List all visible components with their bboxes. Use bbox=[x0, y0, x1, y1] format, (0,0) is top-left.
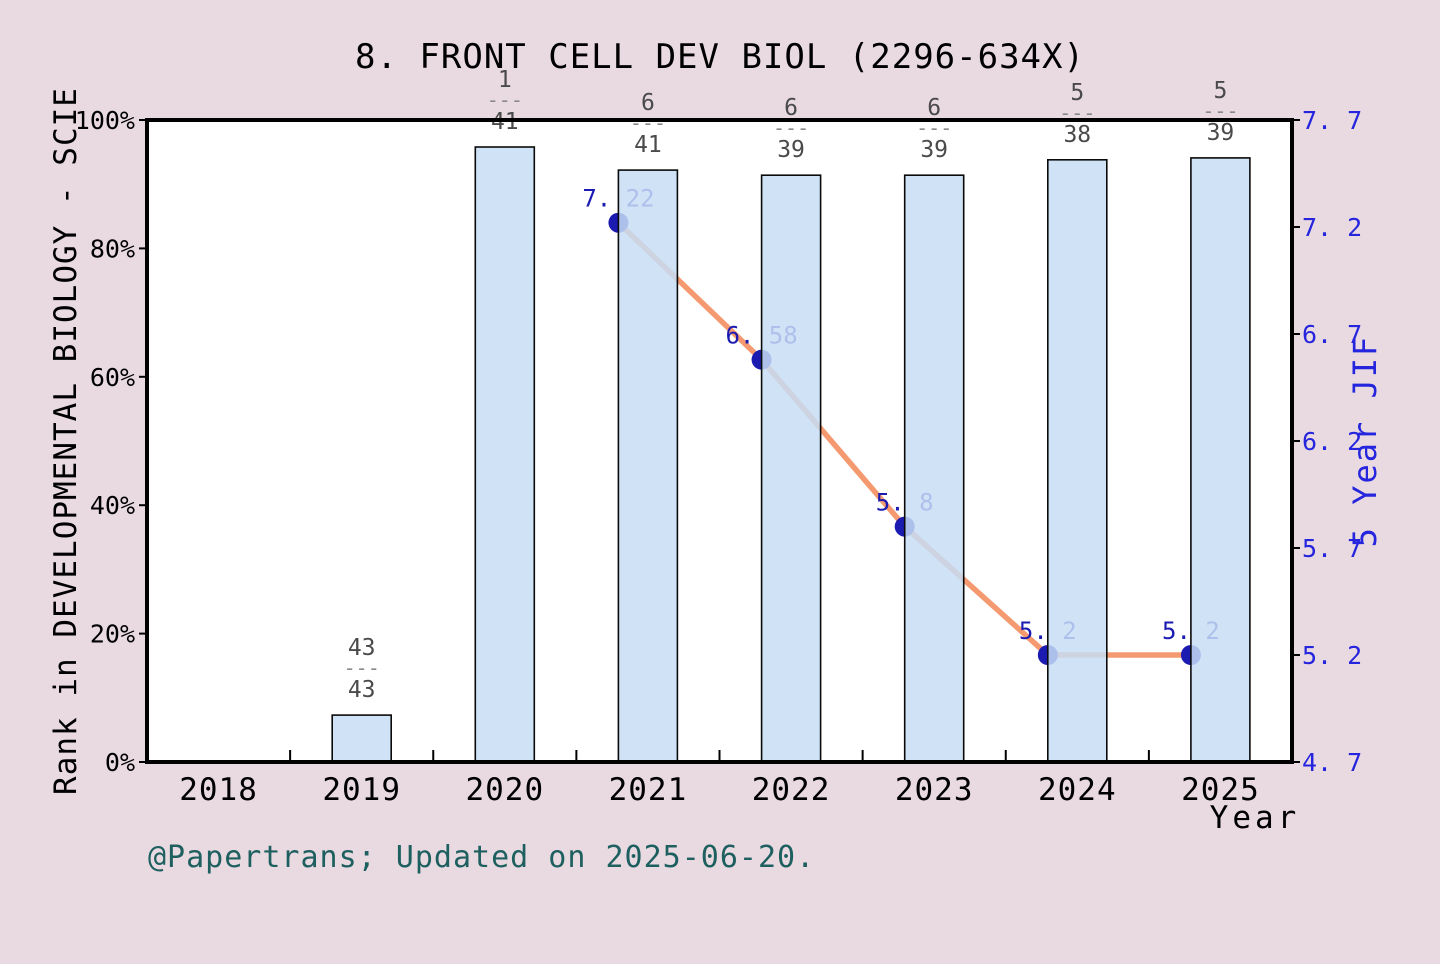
rank-bar bbox=[1190, 157, 1251, 763]
x-axis-tick-label: 2023 bbox=[895, 772, 974, 808]
rank-fraction-denominator: 39 bbox=[1207, 120, 1235, 146]
rank-fraction-denominator: 39 bbox=[920, 137, 948, 163]
rank-fraction-denominator: 41 bbox=[634, 132, 662, 158]
rank-bar bbox=[1047, 159, 1108, 763]
left-axis-tick-label: 40% bbox=[90, 491, 135, 520]
right-axis-tick-label: 5. 7 bbox=[1302, 534, 1362, 563]
rank-fraction-bar: --- bbox=[344, 656, 380, 680]
right-axis-tick-label: 5. 2 bbox=[1302, 641, 1362, 670]
plot-spines bbox=[145, 118, 1294, 764]
rank-bar bbox=[617, 169, 679, 763]
right-axis-tick-label: 6. 2 bbox=[1302, 427, 1362, 456]
axis-tick-labels: 0% 20% 40% 60% 80% 100% 4. 7 5. 2 5. 7 6. 2 6. 7 7.… bbox=[75, 106, 1362, 808]
plot-background bbox=[147, 120, 1292, 762]
chart-title: 8. FRONT CELL DEV BIOL (2296-634X) bbox=[355, 37, 1085, 77]
rank-fraction-denominator: 38 bbox=[1063, 122, 1091, 148]
rank-fraction-denominator: 39 bbox=[777, 137, 805, 163]
x-axis-tick-label: 2019 bbox=[322, 772, 401, 808]
right-axis-tick-label: 7. 7 bbox=[1302, 106, 1362, 135]
rank-fraction-bar: --- bbox=[487, 88, 523, 112]
x-axis-title: Year bbox=[1210, 800, 1301, 836]
x-axis-tick-label: 2024 bbox=[1038, 772, 1117, 808]
x-axis-tick-label: 2021 bbox=[609, 772, 688, 808]
right-axis-tick-label: 7. 2 bbox=[1302, 213, 1362, 242]
x-axis-tick-label: 2025 bbox=[1181, 772, 1260, 808]
rank-bar bbox=[903, 174, 965, 763]
x-axis-tick-label: 2018 bbox=[179, 772, 258, 808]
rank-bar bbox=[474, 146, 536, 763]
left-axis-tick-label: 100% bbox=[75, 106, 135, 135]
rank-bar bbox=[760, 174, 822, 763]
rank-fraction-denominator: 43 bbox=[348, 677, 376, 703]
x-axis-tick-label: 2022 bbox=[752, 772, 831, 808]
right-axis-tick-label: 6. 7 bbox=[1302, 320, 1362, 349]
right-axis-title: 5 Year JIF bbox=[1346, 335, 1384, 548]
rank-bar-series bbox=[331, 146, 1251, 763]
x-axis-tick-label: 2020 bbox=[465, 772, 544, 808]
axis-ticks bbox=[139, 119, 1300, 763]
rank-fraction-numerator: 6 bbox=[641, 90, 655, 116]
rank-fraction-numerator: 6 bbox=[784, 95, 798, 121]
rank-fraction-labels: 43---431---416---416---396---395---385--… bbox=[344, 67, 1239, 703]
rank-fraction-numerator: 6 bbox=[927, 95, 941, 121]
left-axis-tick-label: 60% bbox=[90, 363, 135, 392]
rank-fraction-numerator: 1 bbox=[498, 67, 512, 93]
rank-fraction-numerator: 5 bbox=[1214, 78, 1228, 104]
right-axis-tick-label: 4. 7 bbox=[1302, 748, 1362, 777]
rank-fraction-bar: --- bbox=[630, 111, 666, 135]
footer-credit: @Papertrans; Updated on 2025-06-20. bbox=[148, 840, 815, 875]
rank-fraction-numerator: 5 bbox=[1070, 80, 1084, 106]
rank-bar bbox=[331, 714, 393, 763]
rank-fraction-numerator: 43 bbox=[348, 635, 376, 661]
left-axis-tick-label: 0% bbox=[105, 748, 135, 777]
left-axis-title: Rank in DEVELOPMENTAL BIOLOGY - SCIE bbox=[48, 87, 84, 795]
left-axis-tick-label: 20% bbox=[90, 620, 135, 649]
left-axis-tick-label: 80% bbox=[90, 234, 135, 263]
